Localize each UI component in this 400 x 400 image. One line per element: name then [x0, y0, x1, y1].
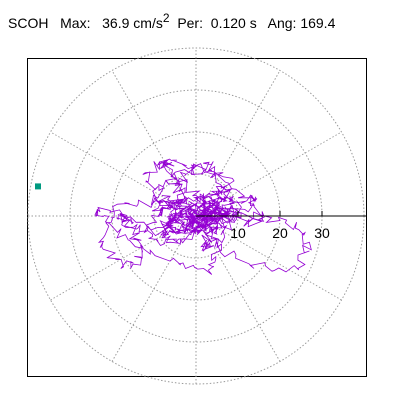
max-direction-marker: [35, 183, 41, 190]
angle-value: 169.4: [300, 15, 336, 31]
max-label: Max:: [60, 15, 91, 31]
max-value: 36.9 cm/s: [102, 15, 163, 31]
radial-axis: [196, 211, 366, 217]
header-line: SCOH Max: 36.9 cm/s2 Per: 0.120 s Ang: 1…: [8, 11, 336, 32]
radial-tick-labels: 10 20 30: [230, 225, 330, 241]
period-value: 0.120 s: [210, 15, 257, 31]
radial-tick-label: 10: [230, 225, 246, 241]
max-unit-exponent: 2: [162, 11, 170, 25]
period-label: Per:: [177, 15, 203, 31]
angle-label: Ang:: [267, 15, 297, 31]
radial-tick-label: 30: [314, 225, 330, 241]
radial-tick-label: 20: [272, 225, 288, 241]
plot-frame: [27, 58, 367, 377]
station-code: SCOH: [8, 15, 49, 31]
grid-spoke: [50, 131, 342, 301]
orbit-trace-group: [94, 158, 312, 275]
orbit-trace: [94, 158, 312, 275]
